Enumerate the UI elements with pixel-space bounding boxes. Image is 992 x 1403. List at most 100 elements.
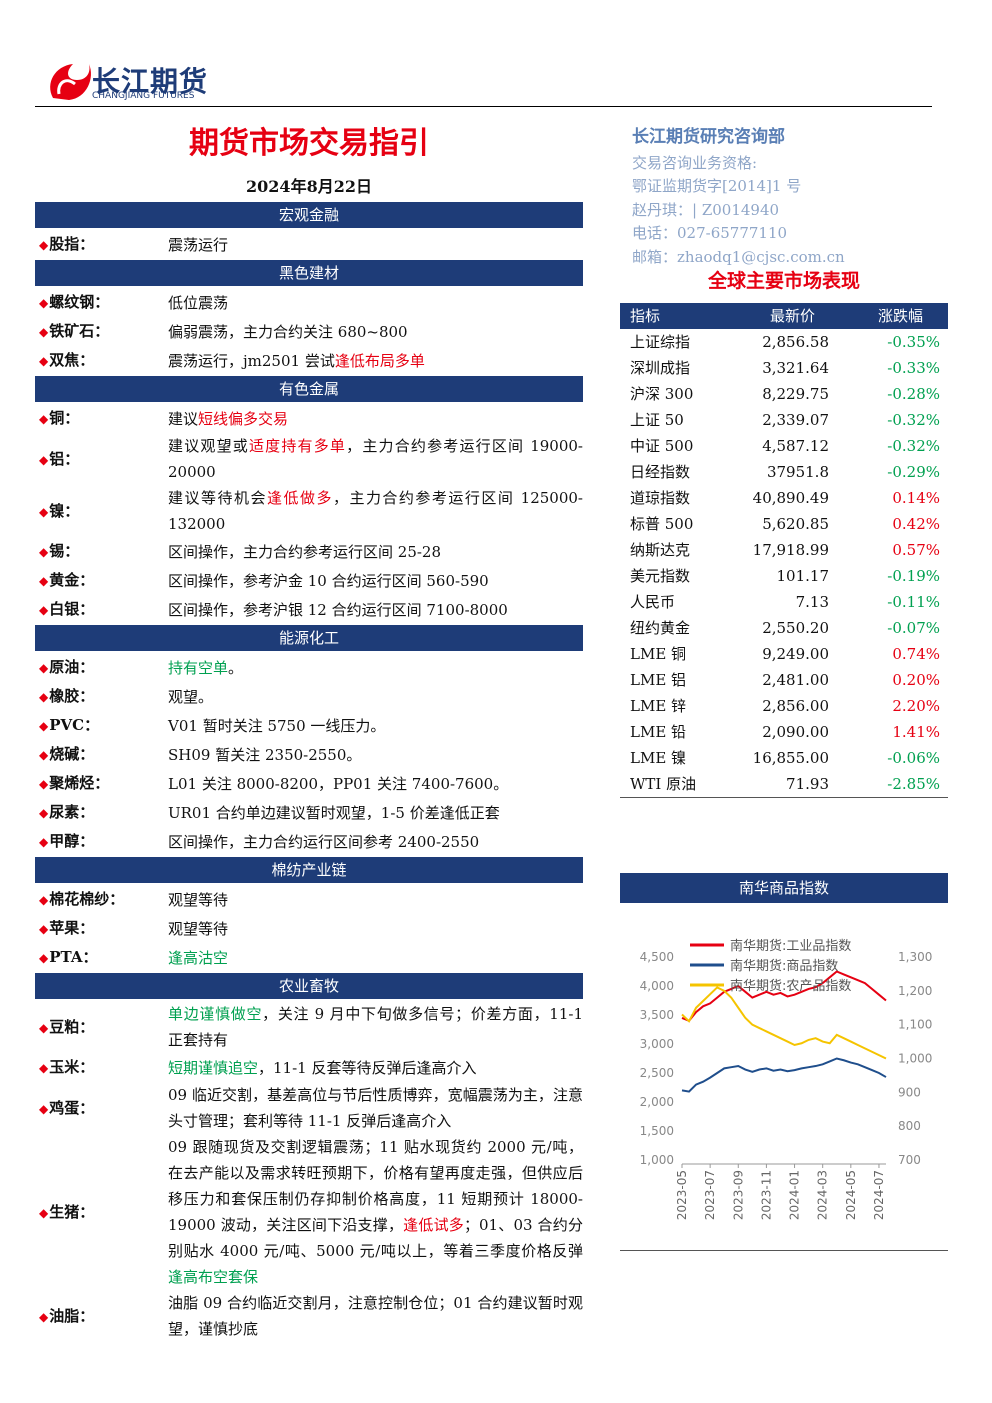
item-row: 原油：持有空单。: [35, 653, 583, 682]
text-segment: L01 关注 8000-8200，PP01 关注 7400-7600。: [168, 774, 509, 793]
contact-dept: 长江期货研究咨询部: [632, 127, 785, 147]
x-tick-label: 2023-09: [731, 1170, 745, 1220]
chart: 1,000 1,500 2,000 2,500 3,000 3,500 4,000 4,500…: [640, 938, 933, 1220]
item-label: PTA：: [35, 944, 168, 971]
y-tick-label: 1,300: [898, 950, 932, 964]
item-label: 锡：: [35, 538, 168, 565]
item-row: 油脂：油脂 09 合约临近交割月，注意控制仓位；01 合约建议暂时观望，谨慎抄底: [35, 1290, 583, 1342]
y-tick-label: 4,500: [640, 950, 674, 964]
index-name: 纽约黄金: [630, 619, 691, 637]
market-row: LME 锌 2,856.00 2.20%: [620, 693, 948, 719]
date: 2024年8月22日: [246, 177, 372, 196]
item-row: 铁矿石：偏弱震荡，主力合约关注 680~800: [35, 317, 583, 346]
item-row: 甲醇：区间操作，主力合约运行区间参考 2400-2550: [35, 827, 583, 856]
item-row: 锡：区间操作，主力合约参考运行区间 25-28: [35, 537, 583, 566]
index-price: 2,856.58: [762, 333, 829, 351]
y-tick-label: 1,000: [898, 1052, 932, 1066]
index-name: 上证综指: [630, 333, 691, 351]
item-row: 铜：建议短线偏多交易: [35, 404, 583, 433]
y-tick-label: 1,500: [640, 1124, 674, 1138]
text-segment: 短期谨慎追空: [168, 1058, 259, 1077]
item-label: 烧碱：: [35, 741, 168, 768]
text-segment: V01 暂时关注 5750 一线压力。: [168, 716, 386, 735]
contact: 长江期货研究咨询部 交易咨询业务资格: 鄂证监期货字[2014]1 号赵丹琪：| Z…: [632, 126, 845, 269]
market-row: 上证 50 2,339.07 -0.32%: [620, 407, 948, 433]
index-price: 40,890.49: [752, 489, 829, 507]
item-text: 观望等待: [168, 916, 583, 942]
index-change: 0.42%: [892, 515, 940, 533]
text-segment: 逢低试多: [403, 1216, 464, 1234]
contact-line: 鄂证监期货字[2014]1 号: [632, 177, 802, 195]
index-price: 17,918.99: [752, 541, 829, 559]
index-name: 道琼指数: [630, 489, 691, 507]
y-tick-label: 800: [898, 1119, 921, 1133]
index-price: 101.17: [776, 567, 830, 585]
item-text: 持有空单。: [168, 655, 583, 681]
index-name: LME 铝: [630, 671, 687, 689]
item-text: 油脂 09 合约临近交割月，注意控制仓位；01 合约建议暂时观望，谨慎抄底: [168, 1290, 583, 1342]
text-segment: 偏弱震荡，主力合约关注 680~800: [168, 322, 408, 341]
index-name: 日经指数: [630, 463, 691, 481]
y-tick-label: 900: [898, 1085, 921, 1099]
item-text: 建议等待机会逢低做多，主力合约参考运行区间 125000-132000: [168, 485, 583, 537]
text-segment: 适度持有多单: [248, 437, 347, 455]
item-text: 区间操作，主力合约运行区间参考 2400-2550: [168, 829, 583, 855]
item-label: 铜：: [35, 405, 168, 432]
market-row: 中证 500 4,587.12 -0.32%: [620, 433, 948, 459]
index-price: 2,090.00: [762, 723, 829, 741]
text-segment: 区间操作，主力合约参考运行区间 25-28: [168, 542, 442, 561]
index-name: 美元指数: [630, 567, 691, 585]
index-price: 71.93: [786, 775, 829, 793]
y-tick-label: 3,000: [640, 1037, 674, 1051]
text-segment: UR01 合约单边建议暂时观望，1-5 价差逢低正套: [168, 803, 500, 822]
y-tick-label: 4,000: [640, 979, 674, 993]
title: 期货市场交易指引: [189, 126, 429, 161]
index-name: WTI 原油: [630, 775, 697, 793]
item-label: PVC：: [35, 712, 168, 739]
item-row: 股指：震荡运行: [35, 230, 583, 259]
market-row: 纳斯达克 17,918.99 0.57%: [620, 537, 948, 563]
index-name: LME 镍: [630, 749, 687, 767]
chart-title: 南华商品指数: [620, 873, 948, 903]
index-name: 标普 500: [630, 515, 694, 533]
market-row: 纽约黄金 2,550.20 -0.07%: [620, 615, 948, 641]
legend-label: 南华期货:工业品指数: [730, 938, 851, 954]
y-tick-label: 1,000: [640, 1153, 674, 1167]
table-rule: [620, 797, 948, 798]
series-line: [681, 986, 887, 1060]
item-text: 区间操作，主力合约参考运行区间 25-28: [168, 539, 583, 565]
item-label: 白银：: [35, 596, 168, 623]
market-header: 指标 最新价 涨跌幅: [620, 303, 948, 329]
text-segment: 持有空单: [168, 658, 229, 677]
item-label: 黄金：: [35, 567, 168, 594]
text-segment: 逢低布局多单: [334, 351, 425, 370]
item-label: 股指：: [35, 231, 168, 258]
section-header: 能源化工: [35, 625, 583, 651]
item-text: 短期谨慎追空，11-1 反套等待反弹后逢高介入: [168, 1055, 583, 1081]
contact-line: 电话：027-65777110: [632, 224, 788, 242]
market-row: LME 铅 2,090.00 1.41%: [620, 719, 948, 745]
section-header: 有色金属: [35, 376, 583, 402]
text-segment: 震荡运行，jm2501 尝试: [168, 351, 335, 370]
item-text: 09 临近交割，基差高位与节后性质博弈，宽幅震荡为主，注意头寸管理；套利等待 1…: [168, 1082, 583, 1134]
contact-line: 邮箱：zhaodq1@cjsc.com.cn: [632, 247, 845, 266]
index-price: 3,321.64: [762, 359, 829, 377]
index-change: -0.32%: [887, 437, 940, 455]
x-tick-label: 2023-07: [703, 1170, 717, 1220]
item-row: 铝：建议观望或适度持有多单，主力合约参考运行区间 19000-20000: [35, 433, 583, 485]
item-text: L01 关注 8000-8200，PP01 关注 7400-7600。: [168, 771, 583, 797]
text-segment: 观望等待: [168, 890, 229, 909]
item-text: SH09 暂关注 2350-2550。: [168, 742, 583, 768]
item-row: 尿素：UR01 合约单边建议暂时观望，1-5 价差逢低正套: [35, 798, 583, 827]
text-segment: 建议观望或: [168, 437, 249, 455]
index-change: -0.35%: [887, 333, 940, 351]
text-segment: ，11-1 反套等待反弹后逢高介入: [258, 1058, 477, 1077]
item-label: 原油：: [35, 654, 168, 681]
index-price: 5,620.85: [762, 515, 829, 533]
index-change: -0.07%: [887, 619, 940, 637]
item-row: 镍：建议等待机会逢低做多，主力合约参考运行区间 125000-132000: [35, 485, 583, 537]
contact-line: 交易咨询业务资格:: [632, 153, 758, 172]
market-row: LME 铝 2,481.00 0.20%: [620, 667, 948, 693]
index-change: -0.29%: [887, 463, 940, 481]
item-text: 震荡运行: [168, 232, 583, 258]
